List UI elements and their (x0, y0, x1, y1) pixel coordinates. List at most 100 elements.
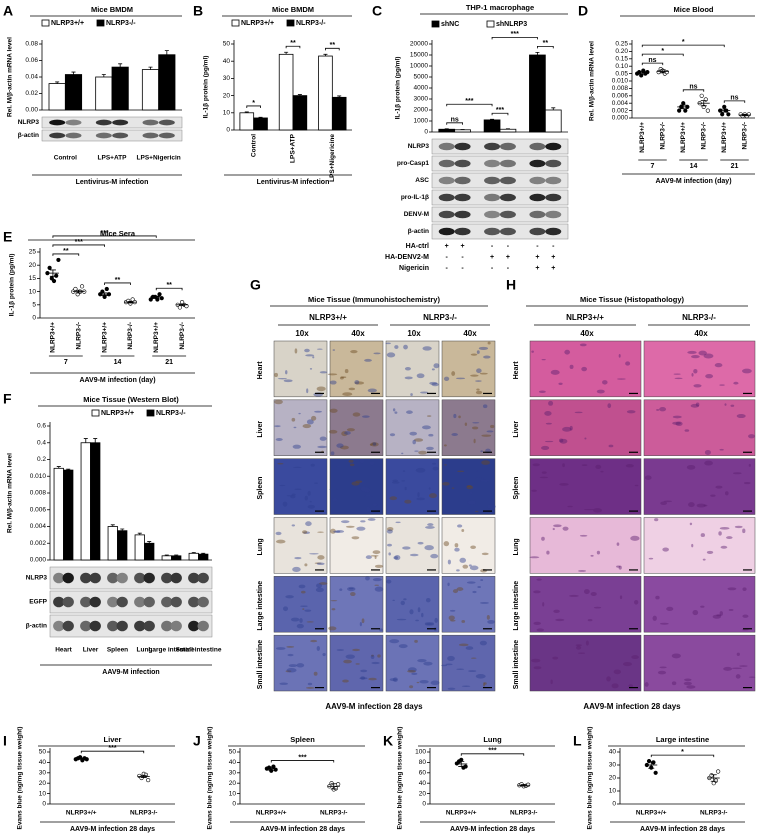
significance-label: * (661, 48, 664, 55)
tissue-texture (364, 494, 374, 497)
tissue-texture (648, 557, 654, 560)
tissue-texture (481, 434, 492, 437)
tissue-image (385, 340, 440, 398)
tissue-texture (429, 493, 437, 499)
tissue-texture (448, 615, 455, 621)
row-label: Large intestine (513, 581, 520, 631)
tissue-texture (351, 536, 360, 540)
tissue-texture (734, 525, 743, 529)
y-tick-label: 30 (39, 770, 47, 777)
tissue-texture (626, 410, 636, 414)
tissue-texture (451, 371, 456, 376)
error-bar (244, 111, 249, 113)
tissue-image (273, 340, 328, 398)
blot-band (529, 159, 546, 168)
treatment-sign: + (445, 243, 449, 250)
data-point (159, 296, 164, 301)
blot-band (170, 596, 182, 608)
tissue-texture (470, 353, 478, 356)
y-tick-label: 0.006 (30, 506, 47, 513)
error-bar (639, 71, 646, 75)
y-tick-label: 0.002 (30, 540, 47, 547)
error-bar (127, 300, 134, 304)
tissue-image (441, 458, 496, 515)
y-tick-label: 0.4 (37, 439, 46, 446)
tissue-texture (415, 467, 426, 473)
scale-bar (629, 687, 638, 689)
tissue-texture (628, 684, 633, 688)
tissue-texture (703, 504, 708, 507)
tissue-texture (630, 535, 640, 541)
category-label: Small intestine (176, 647, 222, 654)
tissue-texture (531, 489, 538, 492)
tissue-texture (486, 614, 490, 620)
category-label: Control (54, 155, 77, 162)
tissue-texture (539, 476, 549, 479)
tissue-texture (409, 609, 414, 615)
significance-label: *** (488, 748, 496, 755)
tissue-texture (544, 440, 554, 443)
tissue-texture (733, 381, 739, 385)
tissue-texture (548, 400, 554, 406)
tissue-image (385, 399, 440, 456)
tissue-texture (277, 462, 284, 465)
tissue-image (441, 634, 496, 692)
tissue-texture (533, 621, 541, 625)
blot-band (112, 132, 129, 139)
tissue-texture (417, 492, 420, 498)
blot-band (529, 227, 546, 236)
chart-title: Liver (104, 735, 122, 744)
panel-title: Mice Tissue (Immunohistochemistry) (308, 295, 440, 304)
panel-letter: H (506, 277, 516, 293)
data-point (148, 297, 153, 302)
tissue-texture (275, 647, 286, 650)
blot-band (170, 572, 182, 584)
tissue-texture (443, 541, 450, 547)
tissue-texture (487, 504, 496, 510)
blot-band (62, 620, 74, 632)
bar (161, 555, 172, 561)
tissue-texture (356, 526, 366, 531)
tissue-texture (345, 654, 355, 659)
blot-band (53, 596, 65, 608)
tissue-texture (420, 391, 429, 394)
tissue-texture (590, 591, 597, 597)
tissue-texture (558, 382, 563, 386)
tissue-texture (300, 605, 308, 608)
tissue-texture (553, 609, 560, 614)
tissue-texture (748, 434, 755, 439)
tissue-texture (302, 608, 305, 611)
tissue-texture (552, 656, 559, 660)
tissue-texture (370, 555, 379, 557)
tissue-texture (716, 614, 722, 617)
tissue-texture (371, 442, 377, 446)
tissue-texture (475, 380, 482, 382)
scale-bar (629, 628, 638, 630)
tissue-texture (305, 521, 312, 527)
significance-bracket (446, 122, 463, 125)
bar (483, 119, 501, 133)
blot-band (142, 119, 159, 126)
tissue-texture (600, 470, 604, 473)
scale-bar (315, 628, 324, 630)
magnification-label: 40x (351, 329, 365, 338)
tissue-texture (374, 586, 384, 592)
significance-label: * (681, 749, 684, 756)
tissue-texture (293, 466, 302, 469)
error-bar (66, 468, 71, 471)
error-bar (93, 438, 98, 443)
group-label: NLRP3-/- (423, 313, 457, 322)
y-tick-label: 0.05 (615, 70, 628, 77)
tissue-texture (579, 343, 587, 347)
tissue-texture (374, 584, 380, 586)
tissue-texture (559, 482, 569, 486)
row-label: Small intestine (513, 640, 520, 690)
error-bar (153, 295, 160, 299)
tissue-texture (724, 403, 727, 406)
tissue-texture (471, 426, 479, 430)
tissue-texture (314, 562, 322, 565)
tissue-texture (613, 669, 621, 675)
significance-bracket (325, 47, 340, 51)
day-label: 7 (64, 359, 68, 366)
tissue-texture (306, 419, 314, 425)
